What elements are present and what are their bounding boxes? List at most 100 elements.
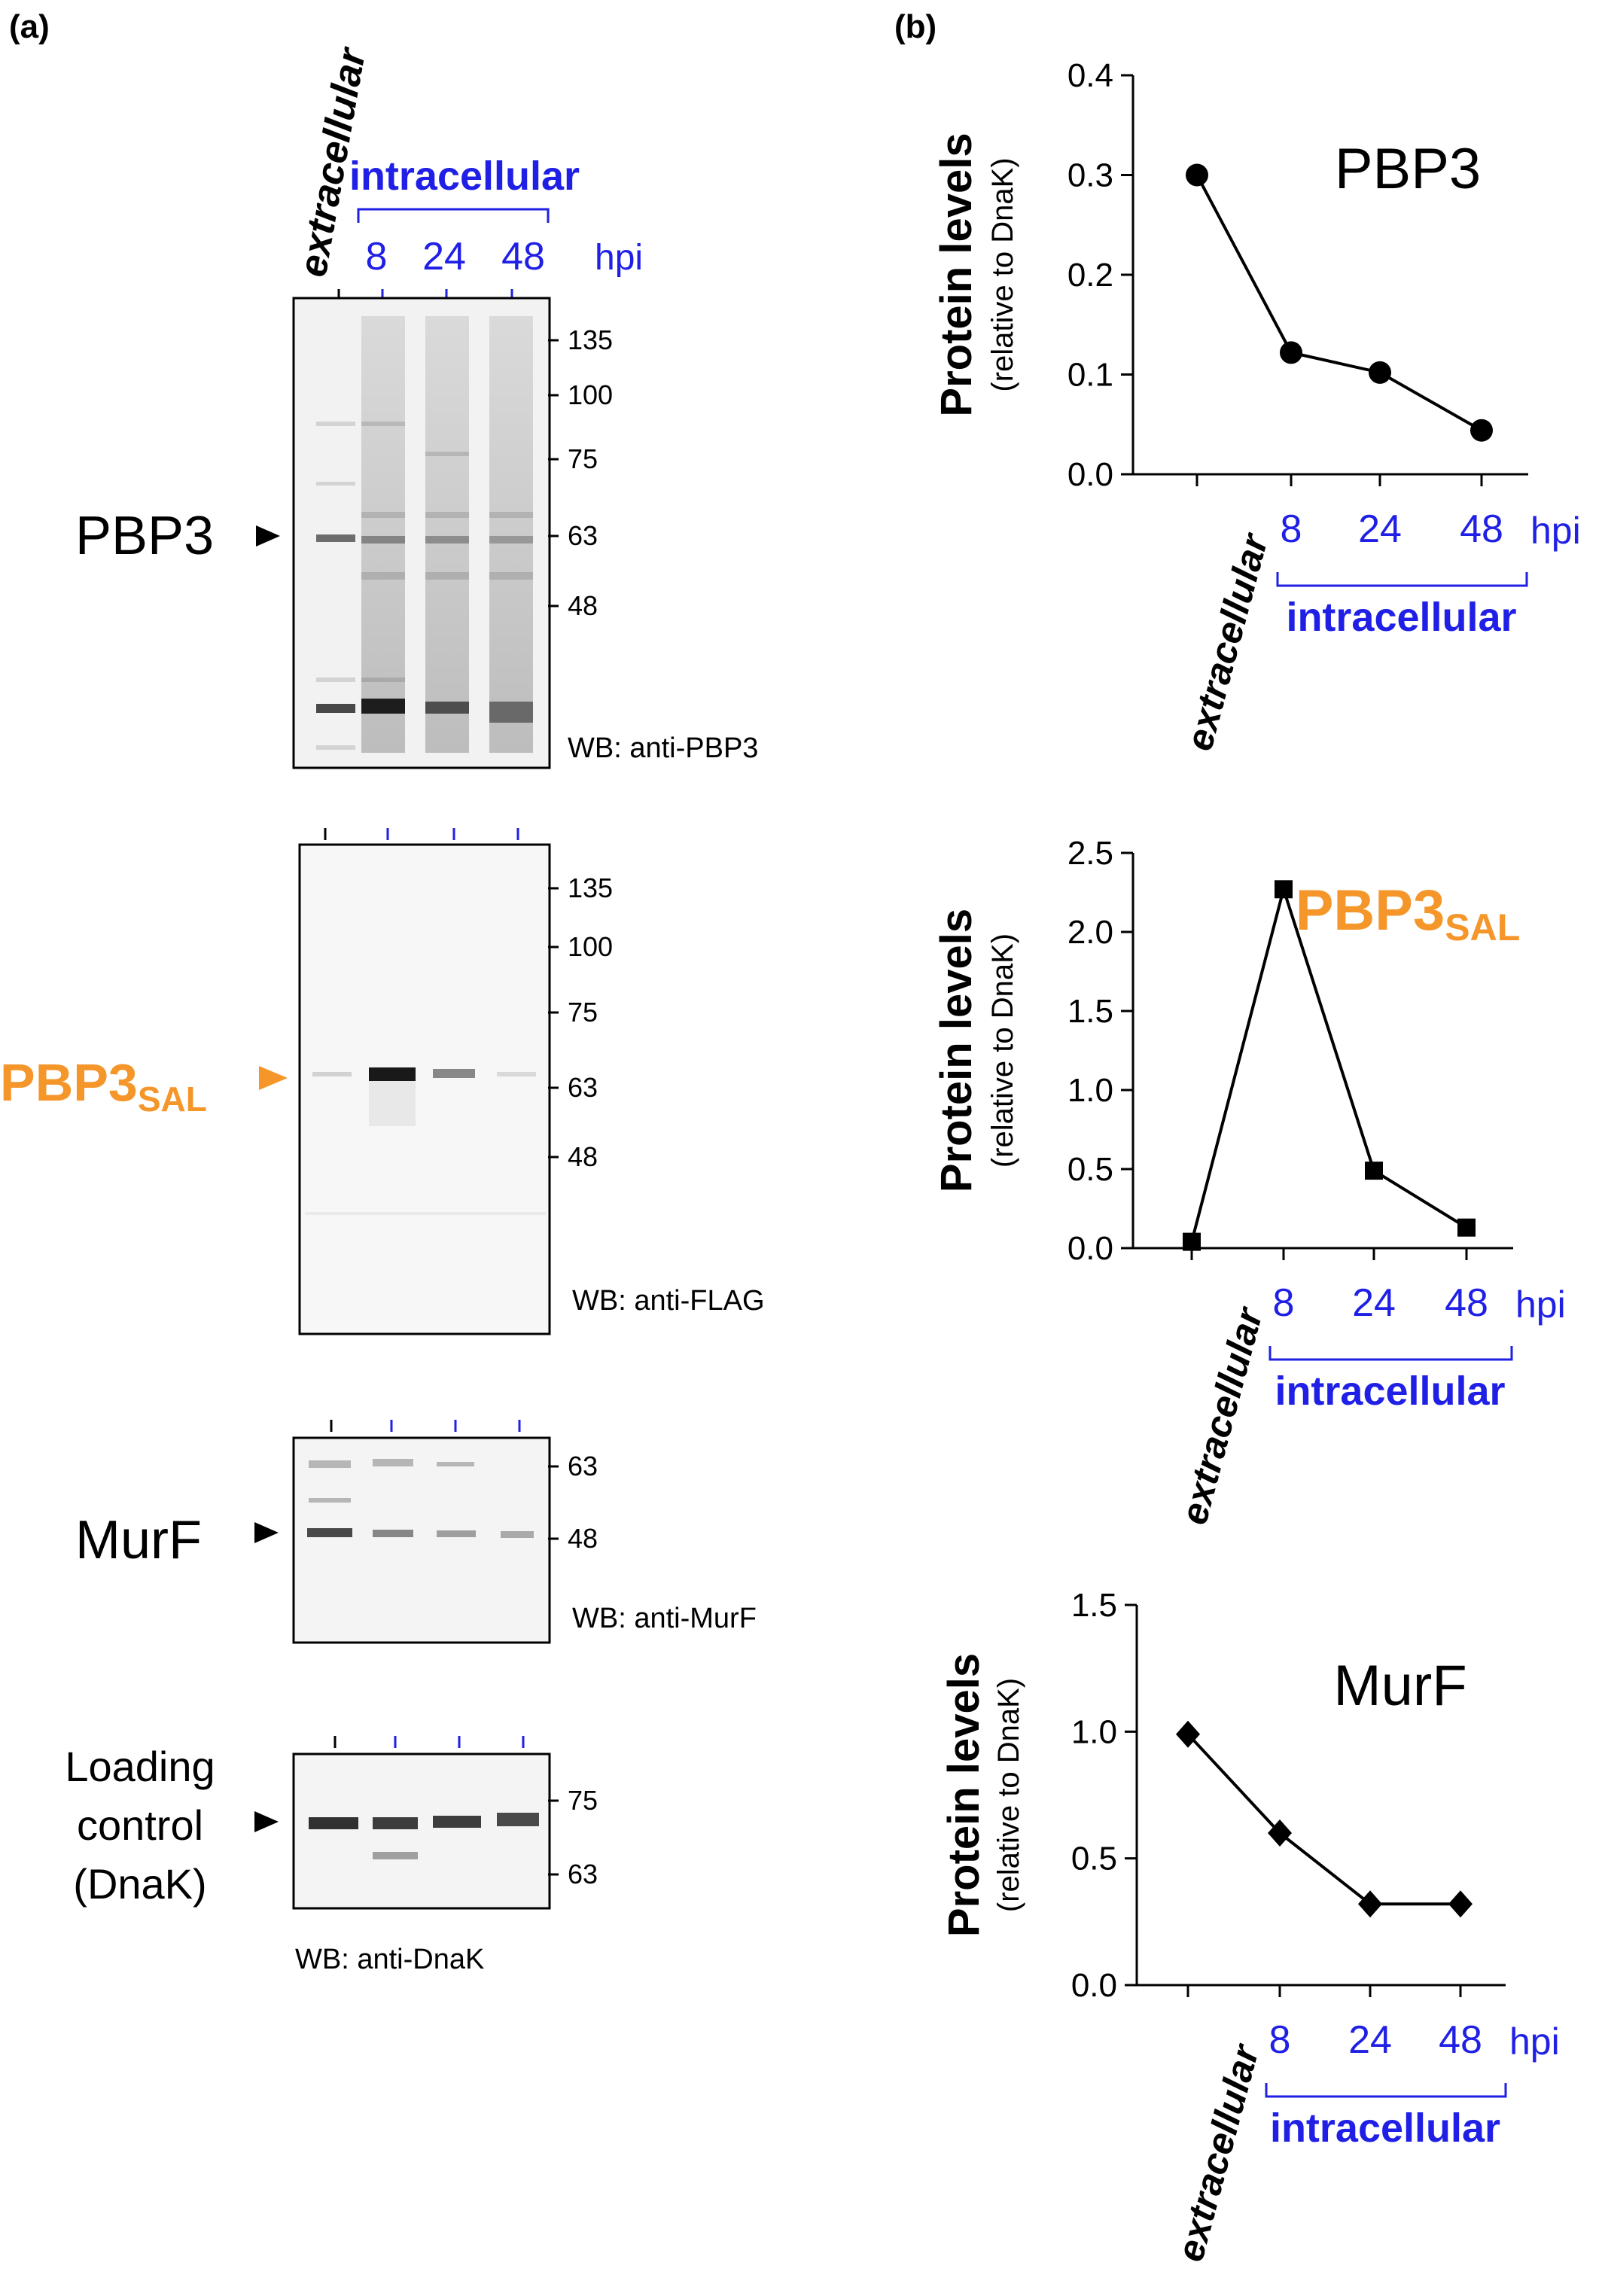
y-tick-label: 2.0 <box>1067 914 1113 951</box>
data-point <box>1358 1890 1382 1918</box>
data-point <box>1183 1232 1201 1251</box>
y-tick-label: 1.0 <box>1067 1072 1113 1109</box>
lane-label-24: 24 <box>422 235 466 279</box>
data-point <box>1186 163 1208 187</box>
panel-a: (a) extracellular intracellular 8 24 48 … <box>0 8 765 1975</box>
x-tick-label: 24 <box>1358 507 1402 551</box>
mw-marker: 75 <box>568 443 598 474</box>
mw-marker: 48 <box>568 1141 598 1172</box>
target-label: PBP3 <box>75 506 214 566</box>
y-tick-label: 0.5 <box>1067 1151 1113 1188</box>
y-tick-label: 0.2 <box>1067 257 1113 294</box>
blot-membrane <box>292 1436 551 1644</box>
mw-marker: 75 <box>568 1785 598 1816</box>
y-tick-label: 0.0 <box>1067 456 1113 493</box>
hpi-label: hpi <box>1530 510 1581 552</box>
x-tick-label: 8 <box>1273 1281 1295 1325</box>
chart-title: MurF <box>1333 1654 1466 1718</box>
mw-marker: 100 <box>568 931 613 962</box>
mw-markers: 135 100 75 63 48 <box>548 324 613 621</box>
mw-marker: 63 <box>568 520 598 551</box>
lane-ticks <box>333 1736 525 1748</box>
chart-title: PBP3 <box>1335 137 1481 201</box>
y-axis-label: Protein levels <box>932 909 981 1192</box>
hpi-label: hpi <box>1515 1284 1566 1326</box>
arrowhead-icon <box>254 1811 279 1832</box>
x-tick-label: 48 <box>1460 507 1503 551</box>
mw-markers: 135 100 75 63 48 <box>548 872 613 1172</box>
series-line <box>1186 1733 1460 1906</box>
x-tick-label: 48 <box>1439 2018 1482 2062</box>
intracellular-header: intracellular <box>349 154 580 199</box>
arrowhead-icon <box>254 1522 279 1543</box>
wb-caption: WB: anti-FLAG <box>572 1285 765 1317</box>
target-label: PBP3SAL <box>0 1053 207 1119</box>
y-tick-label: 0.3 <box>1067 157 1113 194</box>
chart-title: PBP3SAL <box>1296 879 1521 949</box>
blot-pbp3-sal: 135 100 75 63 48 PBP3SAL WB: anti-FLAG <box>0 828 765 1335</box>
mw-marker: 75 <box>568 997 598 1028</box>
panel-a-label: (a) <box>9 8 50 45</box>
wb-caption: WB: anti-DnaK <box>295 1944 484 1975</box>
x-group-label: intracellular <box>1270 2106 1500 2151</box>
y-axis-label: Protein levels <box>940 1653 988 1937</box>
x-tick-label: extracellular <box>1173 1302 1272 1529</box>
intracellular-bracket <box>1276 572 1528 587</box>
x-group-label: intracellular <box>1275 1369 1505 1414</box>
lane-label-48: 48 <box>501 235 545 279</box>
x-tick-label: 24 <box>1348 2018 1392 2062</box>
arrowhead-icon <box>256 525 280 547</box>
svg-text:Loading: Loading <box>65 1743 215 1790</box>
x-tick-label: extracellular <box>1178 528 1277 755</box>
y-tick-label: 0.1 <box>1067 357 1113 394</box>
y-axis-label: Protein levels <box>932 132 981 416</box>
svg-text:(DnaK): (DnaK) <box>73 1860 206 1908</box>
y-tick-label: 1.5 <box>1071 1587 1117 1624</box>
x-tick-label: 48 <box>1445 1281 1488 1325</box>
band-dnak <box>309 1817 358 1829</box>
mw-marker: 48 <box>568 590 598 621</box>
band-murf <box>307 1528 352 1537</box>
blot-murf: 63 48 MurF WB: anti-MurF <box>75 1420 757 1644</box>
hpi-label: hpi <box>595 238 643 278</box>
mw-markers: 75 63 <box>548 1785 598 1889</box>
data-point <box>1470 419 1493 442</box>
y-tick-label: 1.5 <box>1067 993 1113 1030</box>
y-tick-label: 0.5 <box>1071 1841 1117 1877</box>
data-point <box>1280 341 1302 364</box>
lane-ticks <box>330 1420 521 1432</box>
x-tick-label: 8 <box>1281 507 1302 551</box>
mw-marker: 63 <box>568 1451 598 1481</box>
y-tick-label: 0.4 <box>1067 57 1113 94</box>
data-point <box>1275 880 1293 899</box>
band-pbp3-sal <box>369 1067 416 1081</box>
svg-text:control: control <box>77 1801 203 1849</box>
series-line <box>1195 174 1482 432</box>
mw-marker: 100 <box>568 379 613 410</box>
hpi-label: hpi <box>1509 2020 1560 2063</box>
blot-pbp3: 135 100 75 63 48 PBP3 WB: anti-PBP3 <box>75 289 758 769</box>
x-tick-label: extracellular <box>1169 2039 1268 2266</box>
intracellular-bracket <box>1269 1346 1513 1361</box>
x-tick-label: 8 <box>1269 2018 1291 2062</box>
lane-header: extracellular intracellular 8 24 48 hpi <box>291 44 643 281</box>
mw-marker: 135 <box>568 872 613 903</box>
intracellular-bracket <box>1265 2083 1507 2098</box>
series-line <box>1190 884 1468 1243</box>
x-tick-label: 24 <box>1352 1281 1396 1325</box>
intracellular-bracket <box>357 208 550 223</box>
y-tick-label: 0.0 <box>1071 1967 1117 2004</box>
wb-caption: WB: anti-MurF <box>572 1603 757 1634</box>
mw-marker: 63 <box>568 1859 598 1889</box>
data-point <box>1448 1890 1473 1918</box>
data-point <box>1457 1218 1476 1237</box>
data-point <box>1365 1162 1383 1180</box>
target-label: Loading control (DnaK) <box>65 1743 215 1908</box>
blot-dnak: 75 63 Loading control (DnaK) WB: anti-Dn… <box>65 1736 598 1975</box>
